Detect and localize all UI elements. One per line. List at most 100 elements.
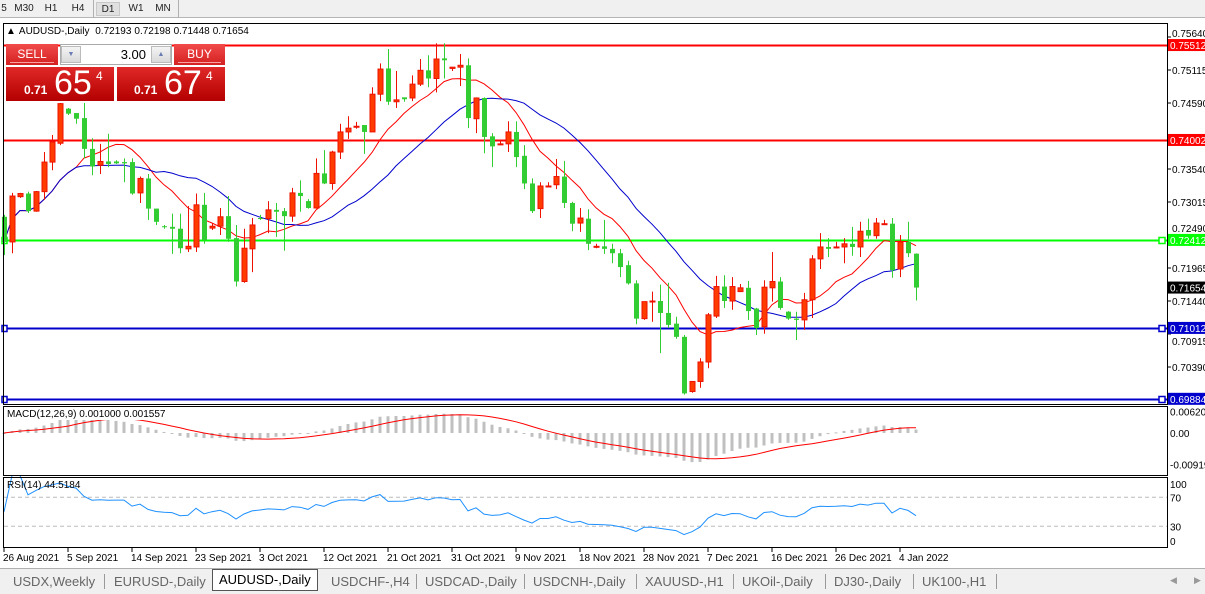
timeframe-m5[interactable]: 5 bbox=[1, 3, 7, 14]
date-label: 9 Nov 2021 bbox=[515, 553, 567, 564]
macd-histogram-bar bbox=[170, 433, 174, 434]
candle bbox=[570, 201, 575, 232]
candle bbox=[545, 182, 552, 188]
candle-body bbox=[66, 108, 71, 114]
macd-histogram-bar bbox=[826, 433, 830, 435]
tab-uk100-h1[interactable]: UK100-,H1 bbox=[922, 574, 987, 589]
rsi-label: RSI(14) 44.5184 bbox=[7, 480, 81, 491]
candle bbox=[473, 97, 480, 134]
increase-lot-icon[interactable]: ▲ bbox=[151, 46, 171, 63]
close-value: 0.71654 bbox=[212, 26, 249, 37]
macd-histogram-bar bbox=[482, 421, 486, 433]
candle bbox=[241, 228, 248, 283]
macd-histogram-bar bbox=[858, 428, 862, 433]
macd-histogram-bar bbox=[850, 429, 854, 433]
candle-body bbox=[473, 97, 480, 120]
macd-label: MACD(12,26,9) 0.001000 0.001557 bbox=[7, 409, 166, 420]
candle-body bbox=[850, 243, 855, 247]
macd-histogram-bar bbox=[866, 427, 870, 433]
timeframe-mn[interactable]: MN bbox=[155, 3, 171, 14]
candle-body bbox=[74, 113, 79, 119]
tab-audusd-daily[interactable]: AUDUSD-,Daily bbox=[212, 569, 318, 591]
collapse-triangle-icon[interactable]: ▲ bbox=[6, 26, 16, 37]
buy-label: BUY bbox=[187, 47, 212, 61]
date-label: 26 Aug 2021 bbox=[3, 553, 60, 564]
lot-size-input[interactable] bbox=[83, 45, 149, 64]
candle bbox=[857, 221, 864, 258]
candle bbox=[537, 182, 544, 219]
candle-body bbox=[641, 301, 648, 320]
candle bbox=[433, 43, 440, 93]
candle-body bbox=[185, 245, 192, 250]
tab-usdcnh-daily[interactable]: USDCNH-,Daily bbox=[533, 574, 626, 589]
macd-histogram-bar bbox=[778, 433, 782, 443]
chart-header: ▲ AUDUSD-,Daily 0.72193 0.72198 0.71448 0.71… bbox=[6, 26, 252, 37]
candle-body bbox=[626, 265, 631, 284]
candle-body bbox=[914, 253, 919, 288]
candle-body bbox=[234, 238, 239, 282]
sell-price[interactable]: 0.71 65 4 bbox=[6, 64, 114, 102]
candle bbox=[313, 158, 320, 209]
sell-price-prefix: 0.71 bbox=[24, 83, 48, 97]
tab-eurusd-daily[interactable]: EURUSD-,Daily bbox=[114, 574, 206, 589]
candle bbox=[794, 311, 799, 340]
macd-histogram-bar bbox=[890, 427, 894, 433]
candle-body bbox=[705, 314, 712, 363]
sell-price-fraction: 4 bbox=[96, 69, 103, 83]
candle bbox=[265, 201, 272, 234]
macd-histogram-bar bbox=[322, 430, 326, 433]
candle-body bbox=[873, 222, 880, 237]
candle bbox=[393, 70, 400, 109]
candle bbox=[298, 180, 303, 212]
timeframe-d1[interactable]: D1 bbox=[96, 2, 120, 16]
date-label: 7 Dec 2021 bbox=[707, 553, 759, 564]
candle bbox=[689, 380, 696, 393]
candle-body bbox=[122, 162, 127, 164]
candle bbox=[409, 75, 416, 102]
macd-histogram-bar bbox=[298, 433, 302, 434]
macd-histogram-bar bbox=[498, 426, 502, 433]
sell-button[interactable]: SELL bbox=[6, 44, 58, 65]
candle bbox=[873, 218, 880, 239]
candle bbox=[249, 218, 256, 273]
timeframe-w1[interactable]: W1 bbox=[128, 3, 144, 14]
candle bbox=[626, 260, 631, 285]
scroll-left-icon[interactable]: ◀ bbox=[1170, 575, 1177, 585]
price-chart[interactable]: 0.75640 0.75115 0.74590 0.73540 0.73015 0.724… bbox=[0, 0, 1205, 570]
tab-ukoil-daily[interactable]: UKOil-,Daily bbox=[742, 574, 813, 589]
candle-body bbox=[514, 131, 519, 158]
buy-price[interactable]: 0.71 67 4 bbox=[117, 64, 225, 102]
scroll-right-icon[interactable]: ▶ bbox=[1194, 575, 1201, 585]
macd-histogram-bar bbox=[122, 421, 126, 433]
candle bbox=[226, 196, 231, 242]
macd-histogram-bar bbox=[106, 419, 110, 433]
candle bbox=[634, 280, 639, 325]
candle bbox=[769, 251, 776, 302]
tab-usdchf-h4[interactable]: USDCHF-,H4 bbox=[331, 574, 410, 589]
tab-usdcad-daily[interactable]: USDCAD-,Daily bbox=[425, 574, 517, 589]
macd-histogram-bar bbox=[338, 425, 342, 433]
macd-histogram-bar bbox=[666, 433, 670, 458]
buy-button[interactable]: BUY bbox=[174, 44, 225, 65]
macd-histogram-bar bbox=[530, 433, 534, 437]
candle-body bbox=[57, 103, 64, 144]
tab-usdx-weekly[interactable]: USDX,Weekly bbox=[13, 574, 96, 589]
tab-xauusd-h1[interactable]: XAUUSD-,H1 bbox=[645, 574, 724, 589]
macd-histogram-bar bbox=[650, 433, 654, 456]
candle-body bbox=[562, 176, 567, 203]
macd-histogram-bar bbox=[914, 429, 918, 433]
tab-dj30-daily[interactable]: DJ30-,Daily bbox=[834, 574, 902, 589]
candle bbox=[234, 224, 239, 287]
timeframe-h1[interactable]: H1 bbox=[44, 3, 58, 14]
macd-histogram-bar bbox=[186, 433, 190, 438]
macd-histogram-bar bbox=[738, 433, 742, 449]
line-handle-icon bbox=[1158, 324, 1166, 333]
candle bbox=[114, 160, 119, 164]
timeframe-m30[interactable]: M30 bbox=[14, 3, 34, 14]
macd-histogram-bar bbox=[786, 433, 790, 443]
decrease-lot-icon[interactable]: ▼ bbox=[61, 46, 81, 63]
candle bbox=[562, 160, 567, 208]
macd-histogram-bar bbox=[770, 433, 774, 444]
candle-body bbox=[553, 176, 560, 186]
timeframe-h4[interactable]: H4 bbox=[71, 3, 85, 14]
